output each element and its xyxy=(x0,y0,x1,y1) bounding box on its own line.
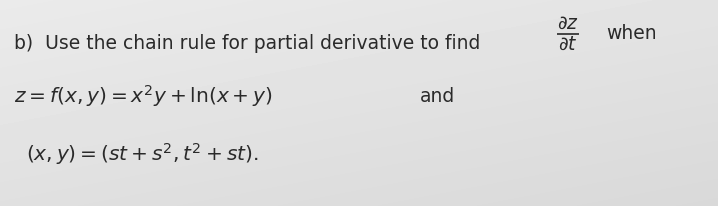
Text: when: when xyxy=(606,23,657,42)
Text: $(x, y) = (st + s^2, t^2 + st).$: $(x, y) = (st + s^2, t^2 + st).$ xyxy=(26,141,258,167)
Text: $\partial t$: $\partial t$ xyxy=(558,35,578,54)
Text: $z = f(x, y) = x^2y + \ln(x + y)$: $z = f(x, y) = x^2y + \ln(x + y)$ xyxy=(14,83,273,109)
Text: $\partial z$: $\partial z$ xyxy=(557,14,579,33)
Text: and: and xyxy=(420,87,455,105)
Text: b)  Use the chain rule for partial derivative to find: b) Use the chain rule for partial deriva… xyxy=(14,34,480,53)
